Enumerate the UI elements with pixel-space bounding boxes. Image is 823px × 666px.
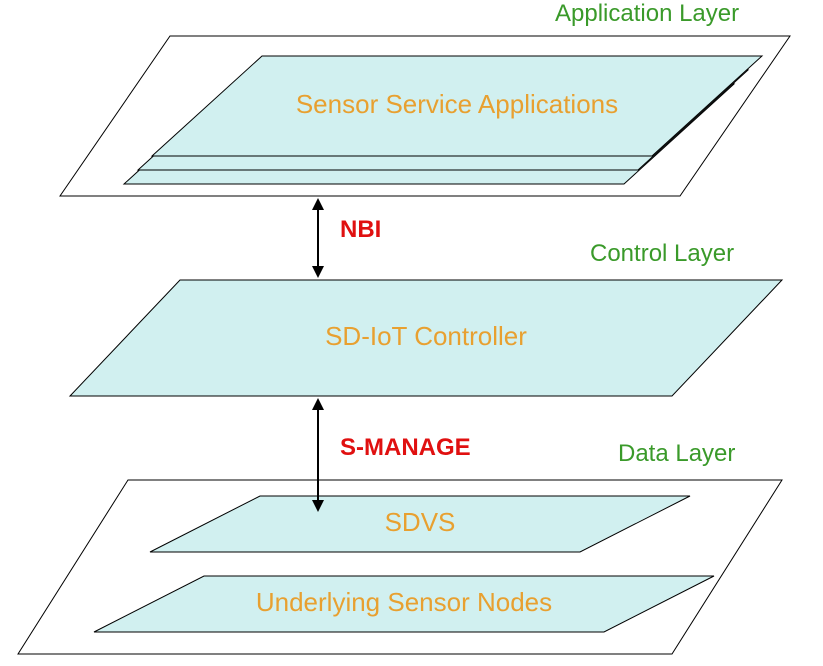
layer-control: SD-IoT Controller bbox=[70, 280, 782, 396]
slab-label: SD-IoT Controller bbox=[325, 321, 527, 351]
layer-application: Sensor Service Applications bbox=[60, 36, 790, 196]
arrowhead-up-icon bbox=[312, 198, 324, 210]
slab-label: SDVS bbox=[385, 507, 456, 537]
layer-label-data: Data Layer bbox=[618, 440, 735, 468]
layer-label-application: Application Layer bbox=[555, 0, 739, 28]
slab-label: Underlying Sensor Nodes bbox=[256, 587, 552, 617]
slab-label: Sensor Service Applications bbox=[296, 89, 618, 119]
double-arrow bbox=[312, 198, 324, 278]
interface-label-smanage: S-MANAGE bbox=[340, 434, 471, 462]
layer-data: SDVS Underlying Sensor Nodes bbox=[18, 480, 782, 654]
arrowhead-up-icon bbox=[312, 398, 324, 410]
arrowhead-down-icon bbox=[312, 266, 324, 278]
diagram-svg: Sensor Service Applications SD-IoT Contro… bbox=[0, 0, 823, 666]
layer-label-control: Control Layer bbox=[590, 240, 734, 268]
interface-label-nbi: NBI bbox=[340, 216, 381, 244]
